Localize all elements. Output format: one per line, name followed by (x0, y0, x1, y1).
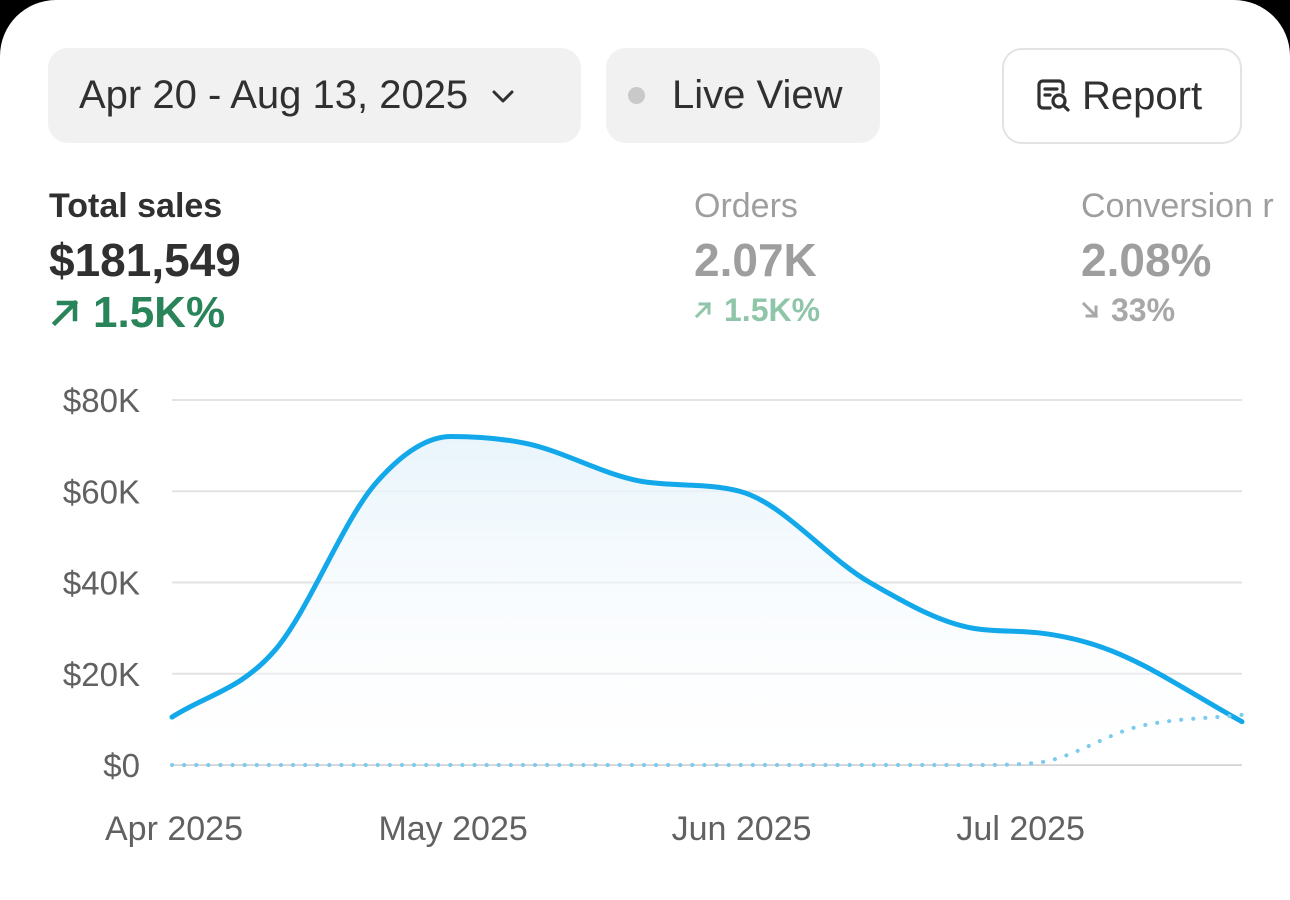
metric-label: Conversion r (1081, 187, 1274, 225)
date-range-picker[interactable]: Apr 20 - Aug 13, 2025 (48, 48, 581, 143)
series-line-current[interactable] (169, 434, 1245, 725)
metric-change-value: 1.5K% (93, 288, 226, 337)
metric-orders[interactable]: Orders 2.07K 1.5K% (694, 186, 820, 330)
arrow-up-right-icon (51, 299, 79, 327)
metric-label: Total sales (49, 187, 223, 225)
status-dot-icon (628, 87, 645, 104)
live-view-button[interactable]: Live View (606, 48, 880, 143)
y-tick-label: $60K (63, 473, 140, 510)
y-tick-label: $20K (63, 656, 140, 693)
x-tick-label: Apr 2025 (105, 810, 243, 848)
report-label: Report (1082, 73, 1203, 118)
y-tick-label: $80K (63, 382, 140, 419)
arrow-up-right-icon (694, 301, 712, 319)
x-tick-label: Jul 2025 (956, 810, 1085, 848)
sales-chart[interactable]: $0 $20K $40K $60K $80K Apr 2025 May 2025 Jun 20… (0, 370, 1290, 870)
report-search-icon (1034, 77, 1072, 115)
metric-value: 2.07K (694, 234, 817, 286)
metric-change: 33% (1081, 290, 1274, 330)
metric-change-value: 33% (1111, 292, 1176, 328)
x-tick-label: May 2025 (378, 810, 527, 848)
metric-total-sales[interactable]: Total sales $181,549 1.5K% (49, 186, 241, 338)
metric-conversion-rate[interactable]: Conversion r 2.08% 33% (1081, 186, 1274, 330)
report-button[interactable]: Report (1002, 48, 1242, 144)
x-tick-label: Jun 2025 (672, 810, 812, 848)
arrow-down-right-icon (1081, 301, 1099, 319)
metric-value: 2.08% (1081, 234, 1212, 286)
metric-change-value: 1.5K% (724, 292, 821, 328)
metric-change: 1.5K% (694, 290, 820, 330)
y-tick-label: $40K (63, 565, 140, 602)
series-area-fill (172, 436, 1242, 765)
metric-change: 1.5K% (49, 288, 241, 338)
sales-chart-svg: $0 $20K $40K $60K $80K Apr 2025 May 2025 Jun 20… (63, 382, 1245, 848)
series-line-comparison[interactable] (170, 712, 1244, 767)
toolbar: Apr 20 - Aug 13, 2025 Live View Report (48, 48, 1242, 144)
metric-label: Orders (694, 187, 798, 225)
date-range-label: Apr 20 - Aug 13, 2025 (79, 73, 469, 117)
chevron-down-icon (490, 83, 516, 109)
y-tick-label: $0 (103, 747, 140, 784)
metric-value: $181,549 (49, 234, 241, 286)
live-view-label: Live View (672, 73, 843, 117)
